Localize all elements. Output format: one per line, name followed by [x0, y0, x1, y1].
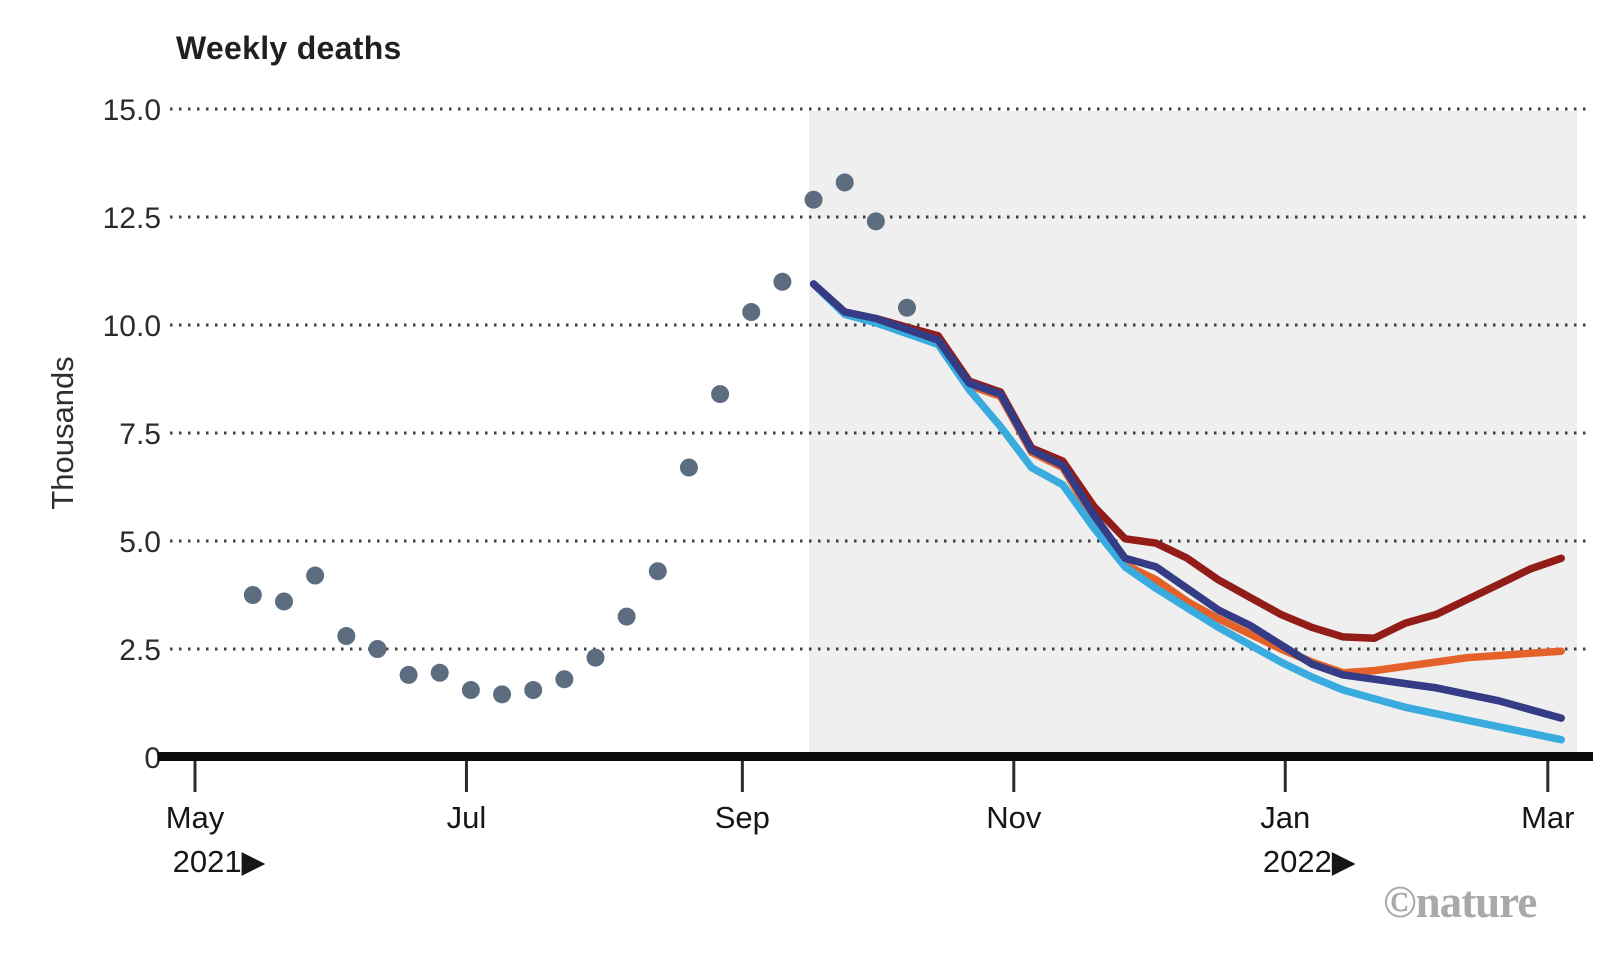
observed-point — [430, 663, 449, 682]
y-tick-label: 15.0 — [103, 94, 161, 127]
x-tick-label: Jul — [447, 800, 487, 835]
observed-point — [648, 562, 667, 581]
observed-point — [555, 670, 574, 689]
y-tick-label: 5.0 — [119, 526, 161, 559]
observed-point — [493, 685, 512, 704]
x-axis-line — [158, 752, 1593, 761]
observed-point — [898, 298, 916, 317]
observed-point — [617, 607, 636, 626]
projection-dark-red — [809, 280, 1565, 642]
observed-point — [243, 586, 262, 604]
x-tick-label: Mar — [1521, 800, 1574, 835]
y-tick-label: 0 — [144, 742, 161, 775]
observed-point — [742, 303, 761, 322]
observed-point — [804, 190, 823, 209]
observed-point — [275, 592, 293, 611]
x-tick-label: Sep — [715, 800, 770, 835]
nature-watermark: ©nature — [1383, 877, 1537, 927]
projection-navy — [809, 280, 1565, 722]
observed-point — [524, 681, 543, 700]
observed-point — [711, 385, 730, 404]
y-tick-label: 10.0 — [103, 310, 161, 343]
y-tick-label: 2.5 — [119, 634, 161, 667]
observed-point — [368, 640, 387, 658]
year-label: 2022▶ — [1263, 844, 1356, 879]
observed-point — [679, 458, 698, 477]
y-tick-label: 12.5 — [103, 202, 161, 235]
x-tick-label: Nov — [986, 800, 1042, 835]
observed-point — [773, 272, 792, 291]
observed-point — [337, 627, 356, 646]
observed-point — [306, 566, 325, 585]
x-tick-label: May — [166, 800, 225, 835]
chart-title: Weekly deaths — [176, 30, 402, 66]
observed-point — [399, 665, 418, 684]
observed-point — [586, 648, 605, 667]
y-tick-label: 7.5 — [119, 418, 161, 451]
year-label: 2021▶ — [173, 844, 266, 879]
observed-point — [866, 212, 885, 231]
observed-point — [461, 681, 480, 700]
observed-point — [835, 173, 854, 192]
x-tick-label: Jan — [1260, 800, 1310, 835]
